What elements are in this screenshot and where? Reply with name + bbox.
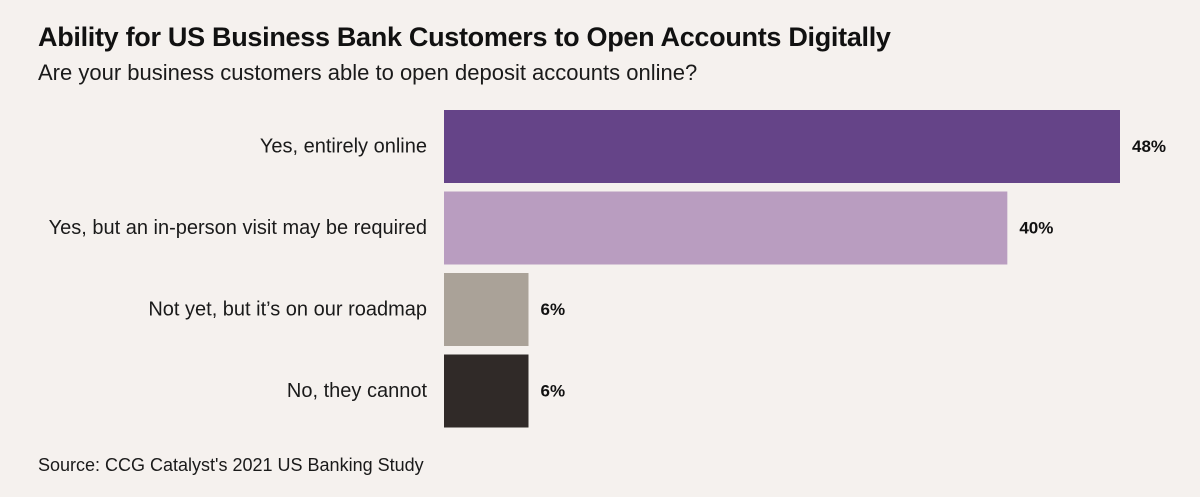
- value-label-4: 6%: [541, 382, 566, 401]
- bar-1: [444, 110, 1120, 183]
- category-label-2: Yes, but an in-person visit may be requi…: [49, 217, 427, 239]
- category-label-1: Yes, entirely online: [260, 136, 427, 158]
- value-label-2: 40%: [1019, 219, 1053, 238]
- source-note: Source: CCG Catalyst's 2021 US Banking S…: [38, 455, 424, 475]
- bar-3: [444, 273, 529, 346]
- value-label-3: 6%: [541, 300, 566, 319]
- bar-4: [444, 354, 529, 428]
- chart-title: Ability for US Business Bank Customers t…: [38, 22, 891, 52]
- category-label-3: Not yet, but it’s on our roadmap: [148, 299, 427, 321]
- bar-chart: Yes, entirely online 48% Yes, but an in-pe…: [49, 110, 1166, 428]
- category-label-4: No, they cannot: [287, 380, 428, 402]
- chart-subtitle: Are your business customers able to open…: [38, 60, 698, 85]
- value-label-1: 48%: [1132, 137, 1166, 156]
- bar-2: [444, 191, 1008, 265]
